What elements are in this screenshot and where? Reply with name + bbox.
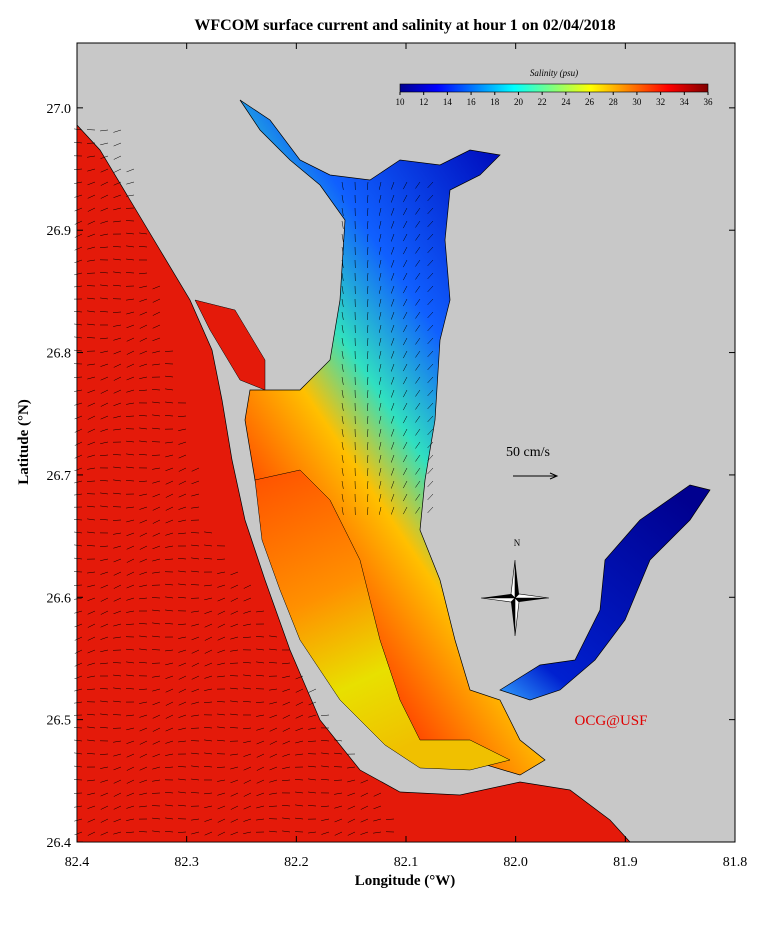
- x-tick-label: 82.3: [174, 855, 199, 870]
- colorbar-label: Salinity (psu): [530, 68, 578, 78]
- colorbar-tick-label: 24: [561, 97, 571, 107]
- compass-label: N: [514, 538, 521, 548]
- credit: OCG@USF: [574, 713, 647, 729]
- x-tick-label: 82.2: [284, 855, 309, 870]
- y-tick-label: 26.9: [47, 224, 72, 239]
- colorbar-tick-label: 30: [632, 97, 642, 107]
- colorbar-tick-label: 32: [656, 97, 665, 107]
- colorbar-tick-label: 18: [490, 97, 500, 107]
- x-tick-label: 82.0: [503, 855, 528, 870]
- x-axis-label: Longitude (°W): [355, 873, 456, 889]
- colorbar-tick-label: 22: [538, 97, 547, 107]
- colorbar-tick-label: 28: [609, 97, 619, 107]
- y-tick-label: 26.6: [47, 591, 72, 606]
- y-tick-label: 26.7: [47, 469, 72, 484]
- y-tick-label: 26.4: [47, 836, 72, 851]
- x-tick-label: 82.4: [65, 855, 90, 870]
- x-tick-label: 81.8: [723, 855, 748, 870]
- colorbar-tick-label: 34: [680, 97, 690, 107]
- colorbar-tick-label: 36: [704, 97, 714, 107]
- y-tick-label: 26.5: [47, 714, 72, 729]
- colorbar-tick-label: 14: [443, 97, 453, 107]
- y-axis-label: Latitude (°N): [16, 399, 32, 485]
- x-tick-label: 82.1: [394, 855, 419, 870]
- colorbar: [400, 84, 708, 92]
- x-tick-label: 81.9: [613, 855, 638, 870]
- y-tick-label: 27.0: [47, 102, 72, 117]
- scale-label: 50 cm/s: [506, 445, 550, 460]
- map-title: WFCOM surface current and salinity at ho…: [194, 17, 615, 34]
- colorbar-tick-label: 12: [419, 97, 428, 107]
- colorbar-tick-label: 16: [467, 97, 477, 107]
- colorbar-tick-label: 10: [396, 97, 406, 107]
- y-tick-label: 26.8: [47, 347, 72, 362]
- colorbar-tick-label: 26: [585, 97, 595, 107]
- colorbar-tick-label: 20: [514, 97, 524, 107]
